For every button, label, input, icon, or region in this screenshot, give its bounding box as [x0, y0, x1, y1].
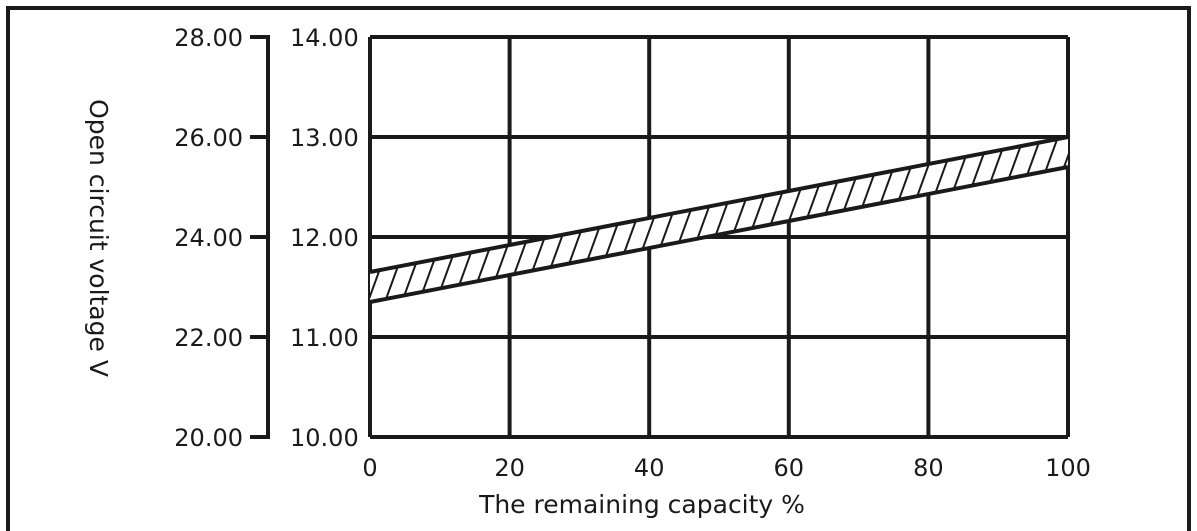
y-outer-tick-label: 24.00: [174, 224, 243, 252]
labels-layer: 0 20 40 60 80 100 14.00 28.00 13.00 26.00 12.00 24.…: [174, 24, 1091, 482]
x-axis-title: The remaining capacity %: [478, 490, 805, 519]
grid-layer: [368, 35, 1070, 439]
y-inner-tick-label: 14.00: [290, 24, 359, 52]
y-outer-tick-label: 22.00: [174, 324, 243, 352]
chart-frame: [6, 6, 1191, 531]
y-inner-tick-label: 13.00: [290, 124, 359, 152]
y-outer-tick-label: 28.00: [174, 24, 243, 52]
y-outer-tick-label: 20.00: [174, 424, 243, 452]
y-axis-title: Open circuit voltage V: [84, 99, 113, 377]
y-inner-tick-label: 12.00: [290, 224, 359, 252]
x-tick-label: 0: [362, 454, 377, 482]
x-tick-label: 20: [494, 454, 525, 482]
band-upper-line: [369, 135, 1069, 274]
band-layer: [369, 135, 1069, 304]
x-tick-label: 100: [1045, 454, 1091, 482]
axes-layer: [250, 35, 270, 439]
voltage-band-hatch: [370, 137, 1068, 302]
band-lower-line: [369, 165, 1069, 304]
x-tick-label: 40: [634, 454, 665, 482]
y-inner-tick-label: 10.00: [290, 424, 359, 452]
y-outer-tick-label: 26.00: [174, 124, 243, 152]
x-tick-label: 60: [774, 454, 805, 482]
y-inner-tick-label: 11.00: [290, 324, 359, 352]
x-tick-label: 80: [913, 454, 944, 482]
